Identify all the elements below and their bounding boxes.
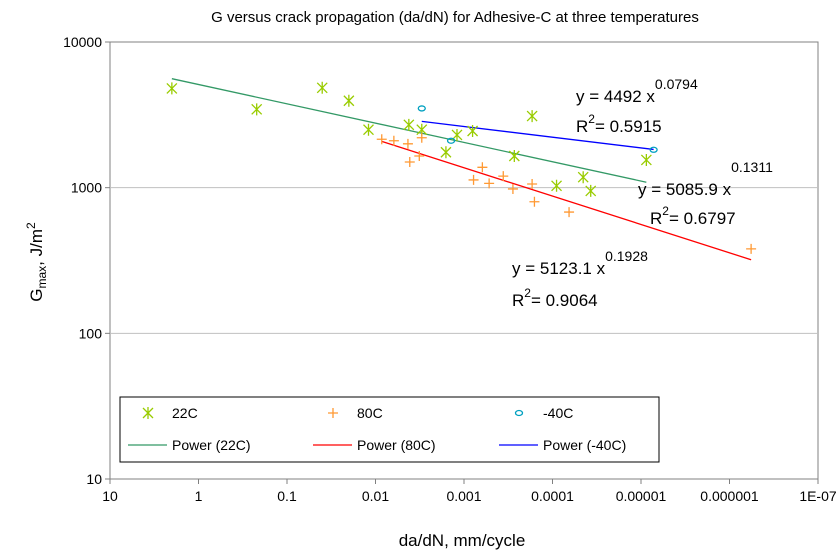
y-tick-label: 10: [86, 471, 102, 487]
data-point-22c: [403, 118, 415, 131]
x-tick-label: 1: [195, 488, 203, 504]
r-squared-22c: R2= 0.6797: [650, 204, 736, 228]
data-point-22c: [316, 81, 328, 94]
data-point-22c: [440, 146, 452, 159]
x-tick-label: 0.000001: [700, 488, 759, 504]
x-tick-label: 10: [102, 488, 118, 504]
data-point-22c: [467, 124, 479, 137]
data-point-22c: [166, 82, 178, 95]
trendline-power-40c: [421, 120, 654, 151]
r-squared-22c-exponent: 2: [662, 204, 669, 218]
equation-22c-base: y = 5085.9 x: [638, 180, 732, 199]
legend-label-power-40c: Power (-40C): [543, 437, 626, 453]
data-point-22c: [551, 179, 563, 192]
y-tick-labels: 10 100 1000 10000: [63, 34, 110, 487]
data-point-80c: [484, 178, 495, 189]
y-axis-label: Gmax, J/m2: [24, 222, 49, 302]
data-point-40c: [417, 105, 426, 112]
x-tick-label: 1E-07: [799, 488, 837, 504]
data-point-40c: [649, 146, 658, 153]
data-point-22c: [577, 171, 589, 184]
data-point-80c: [529, 196, 540, 207]
equation-80c-exponent: 0.1928: [605, 248, 648, 264]
y-tick-label: 100: [79, 325, 103, 341]
legend-marker-22c: [142, 407, 154, 419]
legend-box: [119, 396, 660, 463]
r-squared-40c-base: R: [576, 117, 588, 136]
y-axis-label-subscript: max: [35, 266, 49, 289]
r-squared-22c-value: = 0.6797: [669, 209, 736, 228]
equation-40c-exponent: 0.0794: [655, 76, 698, 92]
data-point-80c: [746, 243, 757, 254]
data-point-22c: [508, 149, 520, 162]
data-point-22c: [343, 94, 355, 107]
r-squared-40c-value: = 0.5915: [595, 117, 662, 136]
annotation-80c: y = 5123.1 x0.1928 R2= 0.9064: [512, 248, 648, 310]
r-squared-80c-base: R: [512, 291, 524, 310]
equation-40c-base: y = 4492 x: [576, 87, 655, 106]
legend-label-power-80c: Power (80C): [357, 437, 436, 453]
r-squared-22c-base: R: [650, 209, 662, 228]
x-tick-label: 0.001: [446, 488, 481, 504]
data-point-80c: [498, 171, 509, 182]
data-point-80c: [388, 135, 399, 146]
gridlines: [110, 187, 818, 334]
equation-80c: y = 5123.1 x0.1928: [512, 248, 648, 278]
data-point-80c: [564, 207, 575, 218]
equation-22c-exponent: 0.1311: [731, 159, 773, 175]
data-point-22c: [363, 123, 374, 136]
legend-label-power-22c: Power (22C): [172, 437, 251, 453]
data-point-22c: [640, 153, 652, 166]
r-squared-80c: R2= 0.9064: [512, 286, 598, 310]
data-point-80c: [507, 183, 518, 194]
y-axis-label-separator: ,: [27, 256, 46, 265]
data-point-80c: [414, 150, 425, 161]
legend-label-22c: 22C: [172, 405, 198, 421]
y-axis-label-superscript: 2: [24, 222, 38, 229]
data-point-80c: [468, 174, 479, 185]
x-tick-label: 0.01: [362, 488, 389, 504]
trendline-power-80c: [381, 140, 752, 261]
x-axis-label: da/dN, mm/cycle: [399, 531, 526, 550]
data-point-80c: [404, 157, 415, 168]
data-point-80c: [376, 134, 387, 145]
legend-marker-80c: [328, 408, 338, 418]
equation-40c: y = 4492 x0.0794: [576, 76, 698, 106]
chart-title: G versus crack propagation (da/dN) for A…: [211, 9, 699, 26]
data-point-80c: [527, 178, 538, 189]
x-tick-label: 0.0001: [531, 488, 574, 504]
r-squared-40c: R2= 0.5915: [576, 112, 662, 136]
data-point-40c: [446, 137, 456, 144]
r-squared-80c-value: = 0.9064: [531, 291, 598, 310]
r-squared-40c-exponent: 2: [588, 112, 595, 126]
annotation-40c: y = 4492 x0.0794 R2= 0.5915: [576, 76, 698, 136]
legend-label-80c: 80C: [357, 405, 383, 421]
data-points: [166, 81, 757, 254]
data-point-22c: [251, 103, 263, 116]
annotation-22c: y = 5085.9 x 0.1311 R2= 0.6797: [638, 159, 773, 228]
equation-80c-base: y = 5123.1 x: [512, 259, 606, 278]
data-point-80c: [477, 162, 488, 173]
data-point-80c: [402, 138, 413, 149]
data-point-22c: [526, 110, 538, 123]
data-point-80c: [416, 132, 427, 143]
x-tick-label: 0.1: [277, 488, 297, 504]
legend-label-40c: -40C: [543, 405, 573, 421]
data-point-22c: [585, 184, 597, 197]
legend-marker-40c: [514, 409, 524, 417]
x-tick-labels: 10 1 0.1 0.01 0.001 0.0001 0.00001 0.000001 1E-0…: [102, 479, 837, 504]
r-squared-80c-exponent: 2: [524, 286, 531, 300]
y-tick-label: 10000: [63, 34, 102, 50]
y-axis-label-base: G: [27, 288, 46, 301]
legend: 22C 80C -40C Power (22C) Power (80C) Pow…: [119, 396, 660, 463]
x-tick-label: 0.00001: [616, 488, 667, 504]
y-tick-label: 1000: [71, 180, 102, 196]
y-axis-label-unit: J/m: [27, 229, 46, 256]
equation-22c: y = 5085.9 x 0.1311: [638, 159, 773, 199]
